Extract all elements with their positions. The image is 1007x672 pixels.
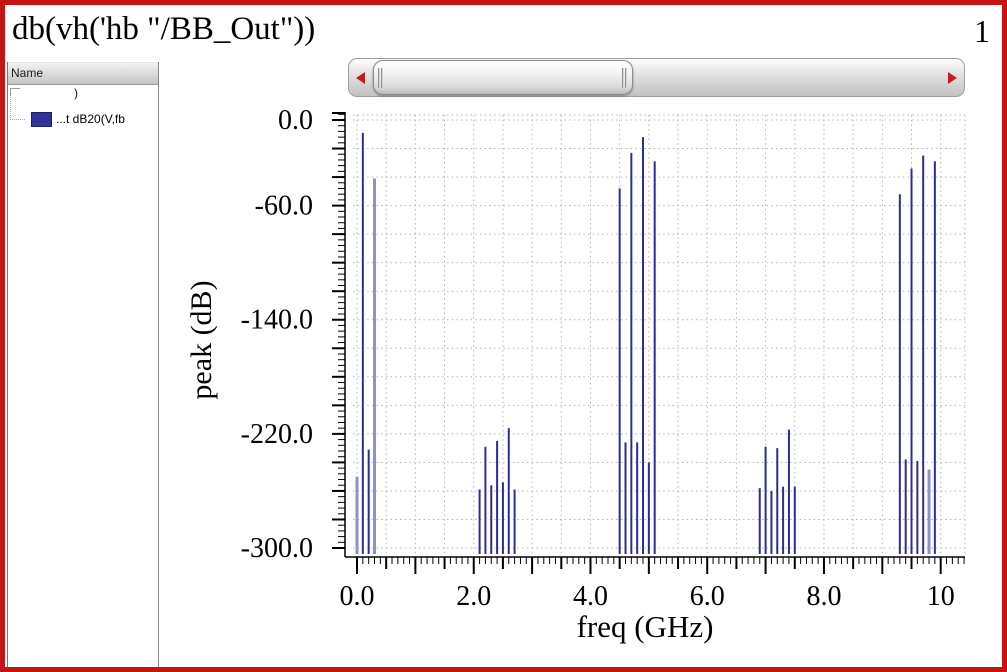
y-tick-label: -300.0 — [241, 533, 313, 564]
y-tick-label: 0.0 — [278, 105, 313, 136]
tree-parent-label: ) — [74, 86, 78, 100]
x-tick-label: 4.0 — [573, 581, 608, 612]
tree-parent-row[interactable]: ) — [8, 85, 158, 103]
scrollbar-left-arrow-icon[interactable] — [356, 71, 365, 84]
y-tick-label: -140.0 — [241, 305, 313, 336]
trace-label: ...t dB20(V,fb — [56, 112, 125, 126]
scrollbar-thumb[interactable] — [373, 60, 633, 95]
y-tick-label: -220.0 — [241, 419, 313, 450]
thumb-left-grip-icon[interactable] — [378, 68, 384, 88]
thumb-right-grip-icon[interactable] — [622, 68, 628, 88]
page-number: 1 — [974, 13, 990, 49]
tree-expander-stub — [10, 88, 20, 96]
x-axis-title: freq (GHz) — [576, 609, 714, 644]
y-axis-title: peak (dB) — [185, 280, 218, 400]
scrollbar-right-arrow-icon[interactable] — [948, 71, 957, 84]
x-tick-label: 8.0 — [806, 581, 841, 612]
spectrum-plot-area[interactable]: 0.0 -60.0 -140.0 -220.0 -300.0 0.0 2.0 4.0 6.0 8.… — [5, 5, 1007, 672]
x-tick-label: 2.0 — [456, 581, 491, 612]
x-tick-label: 6.0 — [690, 581, 725, 612]
tree-column-header[interactable]: Name — [8, 62, 158, 85]
signal-tree-panel: Name ) ...t dB20(V,fb — [7, 62, 159, 667]
horizontal-scrollbar-track[interactable] — [348, 58, 965, 97]
tree-signal-row[interactable]: ...t dB20(V,fb — [8, 97, 158, 133]
trace-color-swatch — [31, 112, 52, 127]
tree-branch-line — [10, 97, 25, 120]
x-tick-label: 0.0 — [340, 581, 375, 612]
y-tick-label: -60.0 — [255, 191, 313, 222]
x-tick-label: 10 — [927, 581, 955, 612]
plot-title: db(vh('hb "/BB_Out")) — [12, 11, 316, 47]
